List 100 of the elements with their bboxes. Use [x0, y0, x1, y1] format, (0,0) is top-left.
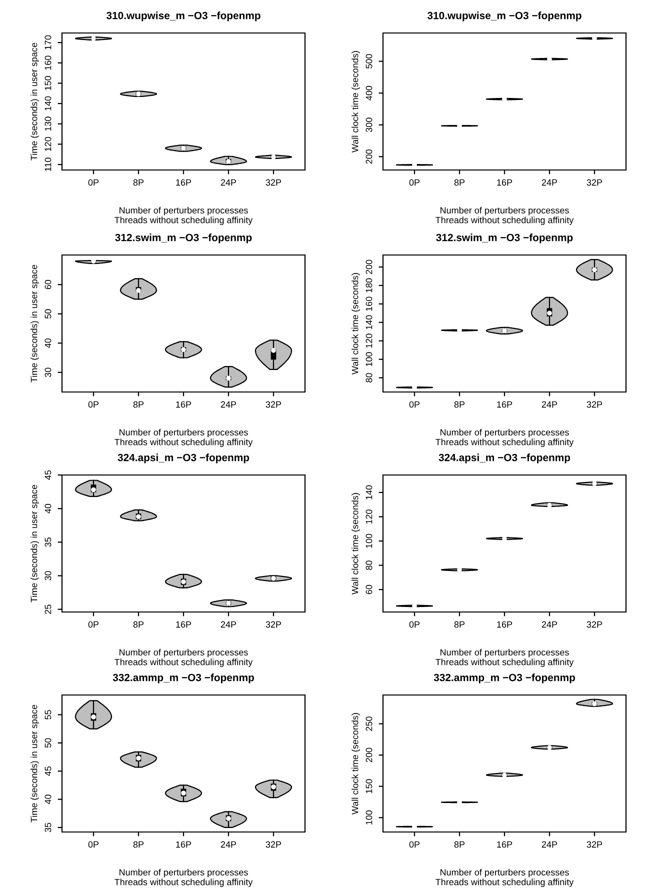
x-tick-label: 8P — [454, 401, 465, 408]
x-tick-label: 32P — [266, 401, 282, 408]
x-axis-title: Number of perturbers processes Threads without scheduling affinity — [114, 428, 253, 448]
y-tick-label: 50 — [44, 309, 52, 318]
chart-title: 310.wupwise_m −O3 −fopenmp — [106, 12, 260, 22]
y-tick-label: 170 — [44, 35, 52, 50]
y-tick-label: 45 — [44, 470, 52, 480]
x-tick-label: 16P — [497, 179, 512, 186]
x-tick-label: 32P — [266, 621, 282, 628]
x-tick-label: 8P — [454, 621, 465, 628]
y-axis-title: Time (seconds) in user space — [30, 42, 39, 160]
x-tick-label: 8P — [133, 179, 144, 186]
y-axis-title: Wall clock time (seconds) — [352, 493, 360, 594]
x-axis-title: Number of perturbers processes Threads without scheduling affinity — [436, 868, 574, 888]
x-tick-label: 32P — [586, 621, 602, 628]
y-tick-label: 35 — [44, 538, 52, 547]
x-tick-label: 8P — [454, 179, 465, 186]
x-tick-label: 24P — [542, 841, 558, 848]
x-tick-label: 24P — [220, 841, 236, 848]
y-tick-label: 120 — [366, 334, 372, 348]
y-tick-label: 200 — [366, 260, 372, 274]
y-tick-label: 45 — [44, 766, 52, 776]
y-tick-label: 150 — [44, 76, 52, 90]
y-tick-label: 60 — [366, 584, 372, 594]
x-tick-label: 0P — [409, 841, 420, 848]
chart-title: 324.apsi_m −O3 −fopenmp — [118, 454, 250, 464]
y-axis-title: Time (seconds) in user space — [30, 264, 39, 382]
y-tick-label: 160 — [366, 296, 372, 311]
y-tick-label: 40 — [44, 504, 52, 514]
x-tick-label: 0P — [409, 621, 420, 628]
y-tick-label: 60 — [44, 280, 52, 290]
y-tick-label: 110 — [44, 158, 52, 172]
x-tick-label: 16P — [176, 621, 192, 628]
x-tick-label: 8P — [133, 401, 144, 408]
x-tick-label: 16P — [176, 179, 192, 186]
chart-title: 324.apsi_m −O3 −fopenmp — [438, 454, 570, 464]
chart-title: 332.ammp_m −O3 −fopenmp — [112, 674, 254, 684]
y-tick-label: 140 — [44, 96, 52, 110]
chart-title: 312.swim_m −O3 −fopenmp — [436, 234, 573, 244]
y-tick-label: 200 — [366, 748, 372, 762]
x-tick-label: 8P — [133, 621, 144, 628]
x-axis-title: Number of perturbers processes Threads without scheduling affinity — [436, 648, 574, 668]
y-tick-label: 40 — [44, 338, 52, 348]
x-tick-label: 0P — [409, 179, 420, 186]
y-tick-label: 500 — [366, 54, 372, 68]
y-tick-label: 25 — [44, 604, 52, 614]
x-tick-label: 24P — [542, 179, 558, 186]
y-tick-label: 30 — [44, 571, 52, 580]
x-tick-label: 16P — [176, 401, 192, 408]
y-tick-label: 80 — [366, 560, 372, 570]
y-tick-label: 35 — [44, 822, 52, 832]
x-tick-label: 16P — [497, 841, 512, 848]
y-tick-label: 160 — [44, 56, 52, 70]
x-tick-label: 32P — [586, 179, 602, 186]
y-tick-label: 200 — [366, 149, 372, 164]
x-tick-label: 24P — [542, 621, 558, 628]
x-tick-label: 16P — [497, 621, 512, 628]
x-tick-label: 0P — [88, 179, 99, 186]
chart-title: 310.wupwise_m −O3 −fopenmp — [427, 12, 582, 22]
y-axis-title: Time (seconds) in user space — [30, 704, 39, 822]
y-axis-title: Wall clock time (seconds) — [352, 713, 360, 814]
y-tick-label: 40 — [44, 794, 52, 804]
x-tick-label: 16P — [176, 841, 192, 848]
x-tick-label: 24P — [220, 401, 236, 408]
x-tick-label: 0P — [88, 621, 99, 628]
y-tick-label: 120 — [44, 137, 52, 152]
chart-title: 312.swim_m −O3 −fopenmp — [115, 234, 252, 244]
y-tick-label: 130 — [44, 116, 52, 131]
x-tick-label: 16P — [497, 401, 512, 408]
x-tick-label: 24P — [220, 179, 236, 186]
y-tick-label: 30 — [44, 368, 52, 378]
y-tick-label: 250 — [366, 716, 372, 731]
y-tick-label: 80 — [366, 373, 372, 382]
y-axis-title: Wall clock time (seconds) — [352, 273, 360, 374]
x-tick-label: 32P — [266, 841, 282, 848]
x-tick-label: 0P — [409, 401, 420, 408]
x-tick-label: 32P — [586, 841, 602, 848]
y-tick-label: 400 — [366, 86, 372, 100]
x-axis-title: Number of perturbers processes Threads without scheduling affinity — [114, 868, 253, 888]
y-axis-title: Time (seconds) in user space — [30, 484, 39, 602]
y-tick-label: 100 — [366, 352, 372, 366]
x-tick-label: 8P — [133, 841, 144, 848]
x-tick-label: 0P — [88, 841, 99, 848]
y-tick-label: 120 — [366, 510, 372, 524]
y-tick-label: 300 — [366, 118, 372, 132]
y-tick-label: 100 — [366, 534, 372, 548]
y-tick-label: 100 — [366, 810, 372, 824]
chart-title: 332.ammp_m −O3 −fopenmp — [434, 674, 575, 684]
x-axis-title: Number of perturbers processes Threads without scheduling affinity — [436, 206, 574, 226]
y-tick-label: 140 — [366, 315, 372, 330]
y-tick-label: 55 — [44, 710, 52, 720]
y-tick-label: 180 — [366, 278, 372, 292]
x-tick-label: 8P — [454, 841, 465, 848]
x-tick-label: 24P — [542, 401, 558, 408]
x-tick-label: 24P — [220, 621, 236, 628]
y-tick-label: 50 — [44, 738, 52, 748]
y-tick-label: 140 — [366, 485, 372, 500]
x-axis-title: Number of perturbers processes Threads without scheduling affinity — [436, 428, 574, 448]
x-tick-label: 32P — [266, 179, 282, 186]
x-tick-label: 32P — [586, 401, 602, 408]
